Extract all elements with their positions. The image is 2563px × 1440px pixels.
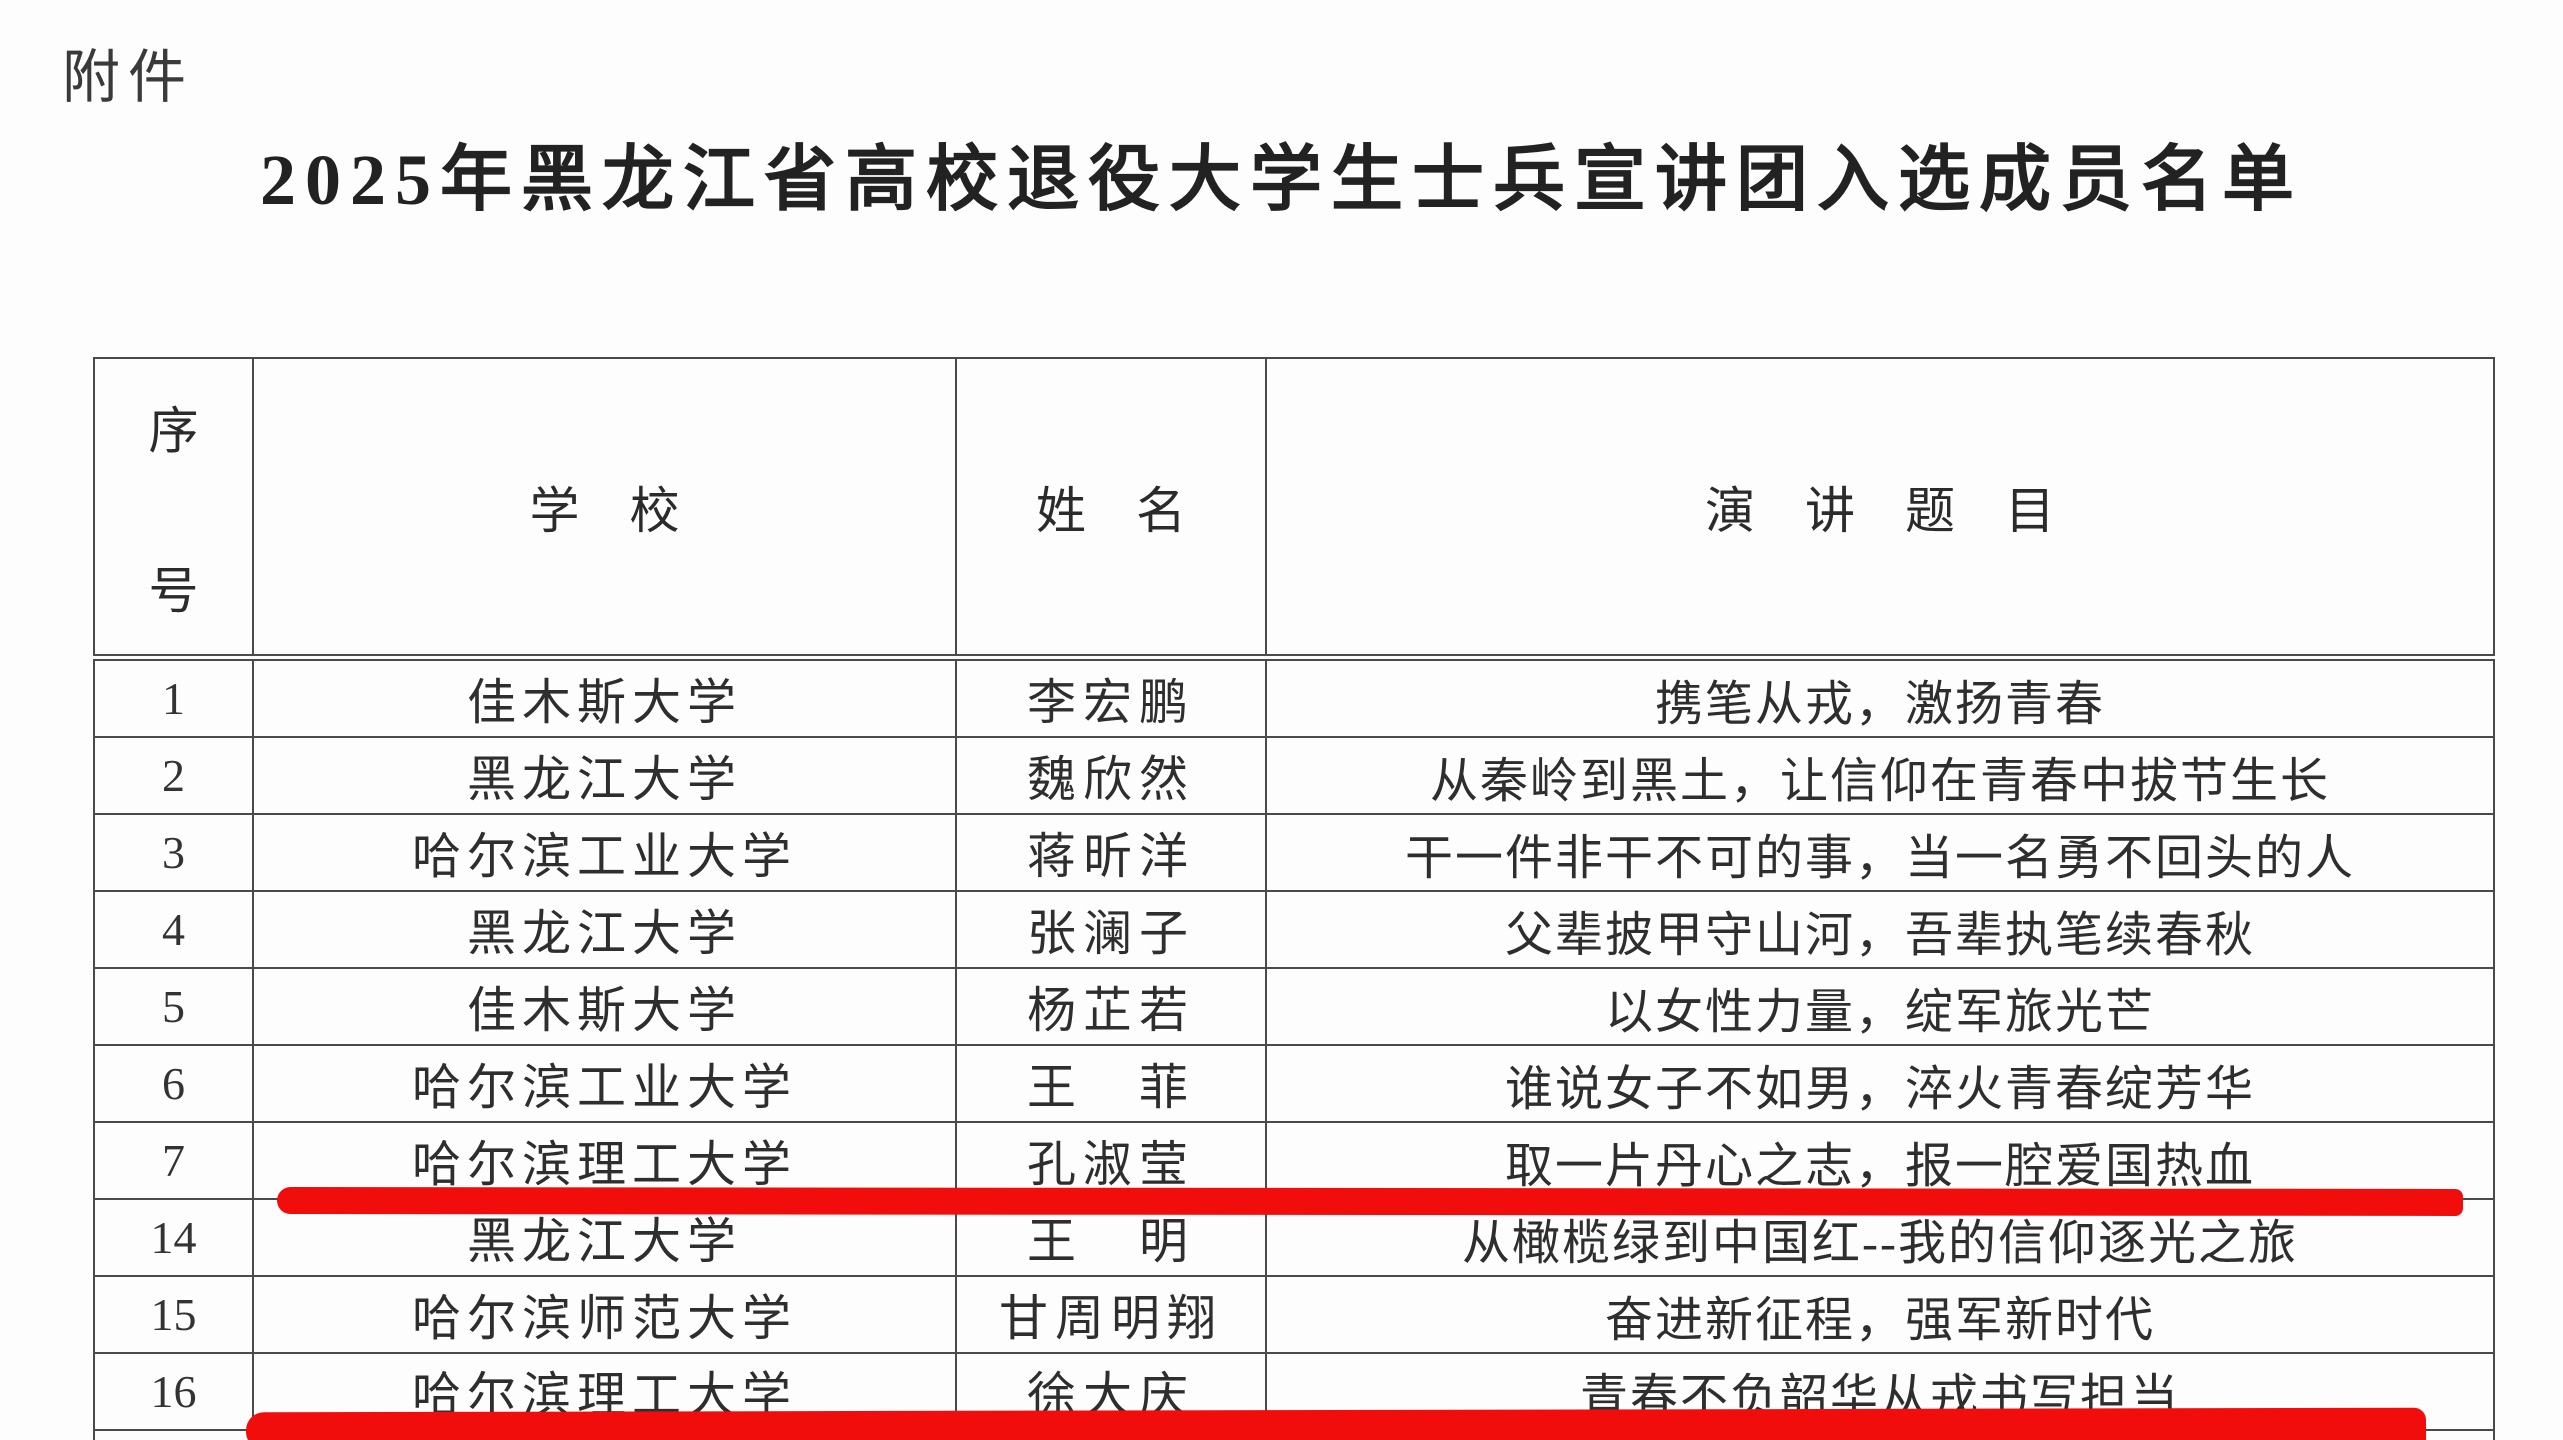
red-highlight-line-row7 <box>276 1187 2464 1216</box>
name-cell: 魏欣然 <box>955 736 1267 815</box>
school-cell: 哈尔滨工业大学 <box>252 813 957 892</box>
school-cell: 佳木斯大学 <box>252 656 957 738</box>
table-row: 3 哈尔滨工业大学 蒋昕洋 干一件非干不可的事，当一名勇不回头的人 <box>93 813 2495 892</box>
red-highlight-line-row16 <box>245 1407 2427 1440</box>
name-cell: 李宏鹏 <box>955 656 1267 738</box>
topic-cell: 携笔从戎，激扬青春 <box>1265 656 2495 738</box>
row-number-cell: 14 <box>93 1198 254 1277</box>
school-cell: 佳木斯大学 <box>252 967 957 1046</box>
row-number-cell: 15 <box>93 1275 254 1354</box>
school-cell: 哈尔滨师范大学 <box>252 1275 957 1354</box>
name-cell: 杨芷若 <box>955 967 1267 1046</box>
row-number-cell: 1 <box>93 656 254 738</box>
school-cell: 哈尔滨工业大学 <box>252 1044 957 1123</box>
index-header-top-char: 序 <box>148 402 199 459</box>
attachment-label: 附件 <box>62 45 195 110</box>
members-table: 序 号 学 校 姓 名 演 讲 题 目 1 佳木斯大学 李宏鹏 携笔从戎，激扬青… <box>93 357 2495 1440</box>
topic-cell: 奋进新征程，强军新时代 <box>1265 1275 2495 1354</box>
table-row: 5 佳木斯大学 杨芷若 以女性力量，绽军旅光芒 <box>93 967 2495 1046</box>
topic-cell: 父辈披甲守山河，吾辈执笔续春秋 <box>1265 890 2495 969</box>
school-cell: 黑龙江大学 <box>252 736 957 815</box>
index-header-bottom-char: 号 <box>148 562 199 619</box>
column-header-topic: 演 讲 题 目 <box>1265 357 2495 661</box>
topic-cell: 以女性力量，绽军旅光芒 <box>1265 967 2495 1046</box>
table-row: 2 黑龙江大学 魏欣然 从秦岭到黑土，让信仰在青春中拔节生长 <box>93 736 2495 815</box>
table-row: 15 哈尔滨师范大学 甘周明翔 奋进新征程，强军新时代 <box>93 1275 2495 1354</box>
table-row: 1 佳木斯大学 李宏鹏 携笔从戎，激扬青春 <box>93 656 2495 738</box>
table-row: 7 哈尔滨理工大学 孔淑莹 取一片丹心之志，报一腔爱国热血 <box>93 1121 2495 1200</box>
row-number-cell: 7 <box>93 1121 254 1200</box>
row-number-cell: 4 <box>93 890 254 969</box>
index-header-vertical: 序 号 <box>96 391 251 623</box>
table-row: 6 哈尔滨工业大学 王 菲 谁说女子不如男，淬火青春绽芳华 <box>93 1044 2495 1123</box>
row-number-cell: 16 <box>93 1352 254 1431</box>
row-number-cell: 6 <box>93 1044 254 1123</box>
school-cell: 黑龙江大学 <box>252 890 957 969</box>
row-number-cell: 3 <box>93 813 254 892</box>
topic-cell: 从秦岭到黑土，让信仰在青春中拔节生长 <box>1265 736 2495 815</box>
row-number-cell: 5 <box>93 967 254 1046</box>
topic-cell: 谁说女子不如男，淬火青春绽芳华 <box>1265 1044 2495 1123</box>
empty-cell <box>93 1429 254 1440</box>
row-number-cell: 2 <box>93 736 254 815</box>
column-header-index: 序 号 <box>93 357 254 661</box>
column-header-name: 姓 名 <box>955 357 1267 661</box>
name-cell: 蒋昕洋 <box>955 813 1267 892</box>
name-cell: 王 菲 <box>955 1044 1267 1123</box>
header-row: 序 号 学 校 姓 名 演 讲 题 目 <box>93 357 2495 661</box>
name-cell: 张澜子 <box>955 890 1267 969</box>
name-cell: 甘周明翔 <box>955 1275 1267 1354</box>
topic-cell: 取一片丹心之志，报一腔爱国热血 <box>1265 1121 2495 1200</box>
topic-cell: 干一件非干不可的事，当一名勇不回头的人 <box>1265 813 2495 892</box>
table-row: 4 黑龙江大学 张澜子 父辈披甲守山河，吾辈执笔续春秋 <box>93 890 2495 969</box>
column-header-school: 学 校 <box>252 357 957 661</box>
document-title: 2025年黑龙江省高校退役大学生士兵宣讲团入选成员名单 <box>259 140 2303 220</box>
school-cell: 哈尔滨理工大学 <box>252 1121 957 1200</box>
name-cell: 孔淑莹 <box>955 1121 1267 1200</box>
